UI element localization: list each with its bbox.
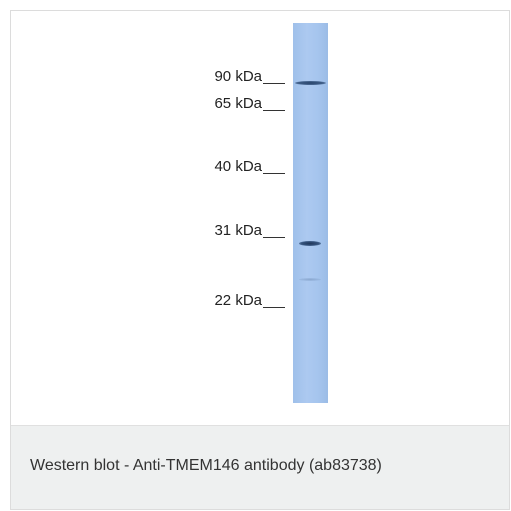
band-31-kda — [299, 241, 321, 246]
marker-label: 31 kDa — [214, 222, 262, 239]
marker-40-kda: 40 kDa — [214, 159, 285, 175]
caption-bar: Western blot - Anti-TMEM146 antibody (ab… — [11, 425, 509, 509]
marker-tick — [263, 83, 285, 84]
band-90-kda — [295, 81, 326, 85]
marker-22-kda: 22 kDa — [214, 293, 285, 309]
marker-90-kda: 90 kDa — [214, 69, 285, 85]
figure-caption: Western blot - Anti-TMEM146 antibody (ab… — [30, 457, 382, 474]
marker-tick — [263, 173, 285, 174]
marker-label: 40 kDa — [214, 158, 262, 175]
marker-label: 90 kDa — [214, 68, 262, 85]
marker-65-kda: 65 kDa — [214, 96, 285, 112]
marker-tick — [263, 110, 285, 111]
western-blot-image: 90 kDa 65 kDa 40 kDa 31 kDa 22 kDa — [11, 11, 509, 425]
marker-label: 22 kDa — [214, 292, 262, 309]
band-faint — [299, 278, 321, 281]
marker-label: 65 kDa — [214, 95, 262, 112]
blot-lane — [293, 23, 328, 403]
marker-tick — [263, 307, 285, 308]
figure-frame: 90 kDa 65 kDa 40 kDa 31 kDa 22 kDa Weste… — [10, 10, 510, 510]
marker-tick — [263, 237, 285, 238]
marker-31-kda: 31 kDa — [214, 223, 285, 239]
